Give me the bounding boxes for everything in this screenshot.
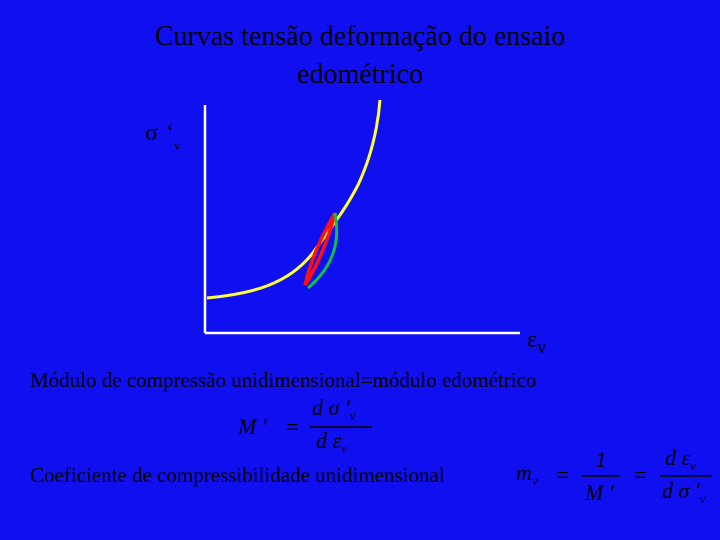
sub: v	[700, 491, 706, 506]
formula-lhs: mv	[516, 460, 538, 488]
text: Coeficiente de compressibilidade unidime…	[30, 463, 445, 487]
formula-eq: =	[633, 462, 648, 487]
symbol: ε	[527, 327, 537, 353]
subscript: v	[174, 138, 181, 153]
formula-num: 1	[596, 447, 607, 472]
sub: v	[532, 473, 538, 488]
x-axis-label: εv	[527, 327, 546, 357]
title: edométrico	[297, 59, 423, 90]
formula-num: d εv	[665, 445, 696, 473]
sub: v	[690, 458, 696, 473]
formula-den: d σ 'v	[662, 478, 706, 506]
text: Módulo de compressão unidimensional=módu…	[30, 368, 536, 392]
prime: ‘	[166, 120, 174, 146]
loading-curve	[206, 99, 382, 300]
formula-den: M '	[584, 480, 614, 505]
subscript: v	[537, 337, 546, 357]
formula-eq: =	[555, 462, 570, 487]
den: d ε	[316, 428, 342, 453]
unloading-loop	[303, 212, 337, 286]
sub: v	[341, 441, 347, 456]
formula-eq: =	[285, 414, 300, 439]
den: d σ '	[662, 478, 700, 503]
lhs: m	[516, 460, 532, 485]
sub: v	[350, 408, 356, 423]
formula-num: d σ 'v	[312, 395, 356, 423]
title: Curvas tensão deformação do ensaio	[155, 21, 566, 52]
num: d σ '	[312, 395, 350, 420]
num: d ε	[665, 445, 691, 470]
reloading-curve	[307, 212, 339, 290]
formula-lhs: M '	[237, 414, 267, 439]
formula-den: d εv	[316, 428, 347, 456]
symbol: σ	[145, 120, 158, 146]
y-axis-label: σ ‘v	[145, 120, 181, 153]
